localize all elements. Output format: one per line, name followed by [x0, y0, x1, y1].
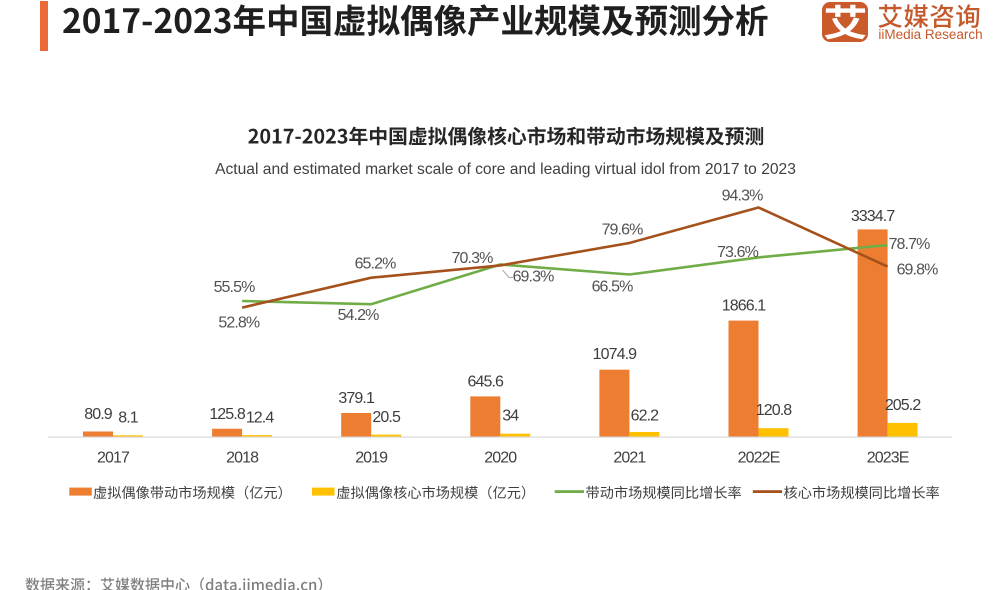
svg-text:20.5: 20.5	[372, 409, 401, 426]
svg-text:2021: 2021	[613, 450, 646, 467]
svg-text:34: 34	[502, 408, 519, 425]
svg-text:Actual and estimated market sc: Actual and estimated market scale of cor…	[215, 161, 796, 178]
svg-text:125.8: 125.8	[209, 406, 246, 423]
svg-text:65.2%: 65.2%	[355, 256, 397, 273]
svg-text:55.5%: 55.5%	[214, 279, 256, 296]
svg-text:2019: 2019	[355, 450, 388, 467]
svg-text:120.8: 120.8	[756, 402, 793, 419]
svg-text:62.2: 62.2	[631, 408, 660, 425]
svg-text:8.1: 8.1	[118, 410, 139, 427]
svg-text:80.9: 80.9	[84, 406, 113, 423]
svg-text:66.5%: 66.5%	[592, 279, 634, 296]
svg-text:1074.9: 1074.9	[593, 346, 638, 363]
svg-text:2020: 2020	[484, 450, 517, 467]
svg-text:54.2%: 54.2%	[338, 307, 380, 324]
svg-text:79.6%: 79.6%	[602, 222, 644, 239]
svg-text:94.3%: 94.3%	[722, 188, 764, 205]
svg-text:2023E: 2023E	[867, 450, 909, 467]
svg-text:645.6: 645.6	[468, 374, 505, 391]
svg-text:1866.1: 1866.1	[722, 298, 767, 315]
svg-text:2022E: 2022E	[738, 450, 780, 467]
svg-text:3334.7: 3334.7	[851, 208, 896, 225]
svg-text:205.2: 205.2	[885, 397, 922, 414]
svg-text:69.3%: 69.3%	[513, 269, 555, 286]
svg-text:52.8%: 52.8%	[218, 315, 260, 332]
svg-text:73.6%: 73.6%	[717, 244, 759, 261]
svg-text:379.1: 379.1	[338, 390, 375, 407]
svg-text:2018: 2018	[226, 450, 259, 467]
svg-text:70.3%: 70.3%	[452, 250, 494, 267]
svg-text:iiMedia Research: iiMedia Research	[878, 27, 982, 42]
svg-text:2017: 2017	[97, 450, 130, 467]
svg-text:78.7%: 78.7%	[889, 236, 931, 253]
svg-text:12.4: 12.4	[246, 410, 275, 427]
svg-text:69.8%: 69.8%	[897, 262, 939, 279]
